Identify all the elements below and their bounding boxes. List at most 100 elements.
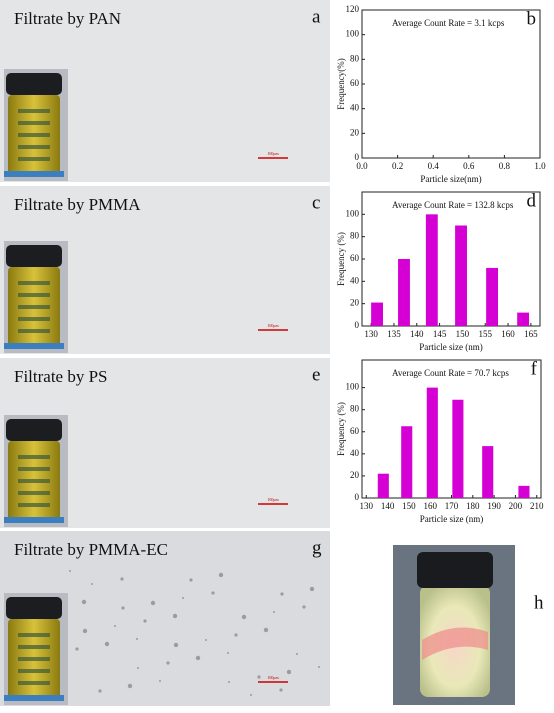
- speck: [159, 680, 161, 682]
- vial-stripe: [18, 681, 50, 685]
- x-tick-label: 150: [456, 329, 470, 339]
- vial-stripe: [18, 157, 50, 161]
- panel-letter: h: [534, 592, 544, 613]
- y-tick-label: 20: [350, 127, 360, 137]
- y-tick-label: 20: [350, 470, 360, 480]
- speck: [91, 583, 93, 585]
- vial-cap: [6, 73, 62, 95]
- vial-stripe: [18, 133, 50, 137]
- speck: [195, 655, 201, 661]
- panel-letter: a: [312, 6, 321, 27]
- speck: [172, 613, 178, 619]
- speck: [98, 689, 102, 693]
- y-tick-label: 60: [350, 78, 360, 88]
- speck: [279, 688, 283, 692]
- bar: [398, 259, 410, 326]
- y-tick-label: 0: [355, 492, 360, 502]
- speck: [227, 652, 229, 654]
- y-tick-label: 0: [355, 152, 360, 162]
- y-tick-label: 0: [355, 320, 360, 330]
- speck: [150, 600, 156, 606]
- vial-stripe: [18, 305, 50, 309]
- x-tick-label: 160: [501, 329, 515, 339]
- y-tick-label: 40: [350, 448, 360, 458]
- panel-title: Filtrate by PMMA-EC: [14, 540, 168, 559]
- vial-stripe: [18, 503, 50, 507]
- panel-letter: c: [312, 192, 320, 213]
- y-tick-label: 60: [350, 426, 360, 436]
- vial-cap: [6, 419, 62, 441]
- x-tick-label: 140: [381, 501, 395, 511]
- speck: [127, 683, 133, 689]
- x-tick-label: 135: [387, 329, 401, 339]
- bar: [452, 399, 464, 498]
- y-axis-label: Frequency (%): [336, 402, 346, 456]
- panel-title: Filtrate by PMMA: [14, 195, 141, 214]
- speck: [241, 614, 247, 620]
- speck: [228, 681, 230, 683]
- bar: [425, 214, 438, 326]
- x-tick-label: 0.6: [463, 161, 475, 171]
- x-axis-label: Particle size (nm): [420, 514, 483, 524]
- vial-base: [4, 517, 64, 523]
- vial-base: [4, 171, 64, 177]
- y-tick-label: 100: [346, 208, 360, 218]
- vial-stripe: [18, 657, 50, 661]
- speck: [136, 638, 138, 640]
- panel-letter: g: [312, 537, 322, 558]
- speck: [137, 667, 139, 669]
- speck: [189, 578, 193, 582]
- y-tick-label: 80: [350, 231, 360, 241]
- speck: [302, 605, 306, 609]
- y-tick-label: 80: [350, 404, 360, 414]
- vial-cap: [6, 245, 62, 267]
- panel-title: Filtrate by PS: [14, 367, 108, 386]
- bar: [486, 267, 499, 326]
- x-tick-label: 190: [487, 501, 501, 511]
- x-tick-label: 130: [360, 501, 374, 511]
- vial-cap: [6, 597, 62, 619]
- x-tick-label: 1.0: [534, 161, 546, 171]
- panel-letter: e: [312, 364, 320, 385]
- bar: [482, 446, 494, 498]
- vial-stripe: [18, 293, 50, 297]
- x-axis-label: Particle size (nm): [419, 342, 482, 352]
- y-tick-label: 100: [346, 382, 360, 392]
- speck: [104, 641, 110, 647]
- speck: [143, 619, 147, 623]
- vial-stripe: [18, 467, 50, 471]
- vial-stripe: [18, 145, 50, 149]
- vial-stripe: [18, 317, 50, 321]
- speck: [182, 597, 184, 599]
- y-tick-label: 100: [346, 29, 360, 39]
- bar: [426, 387, 438, 498]
- speck: [257, 675, 261, 679]
- bar: [518, 485, 530, 498]
- x-tick-label: 0.4: [428, 161, 440, 171]
- x-tick-label: 160: [423, 501, 437, 511]
- y-tick-label: 20: [350, 298, 360, 308]
- plot-frame: [361, 9, 541, 159]
- annotation: Average Count Rate = 70.7 kcps: [392, 368, 509, 378]
- speck: [280, 592, 284, 596]
- scale-label: 100μm: [267, 151, 279, 156]
- vial-stripe: [18, 491, 50, 495]
- panel-letter: f: [531, 358, 538, 379]
- y-tick-label: 120: [346, 4, 360, 14]
- vial-stripe: [18, 121, 50, 125]
- speck: [296, 653, 298, 655]
- vial-stripe: [18, 669, 50, 673]
- y-axis-label: Frequency(%): [336, 58, 346, 109]
- x-axis-label: Particle size(nm): [420, 174, 481, 184]
- speck: [234, 633, 238, 637]
- speck: [318, 666, 320, 668]
- y-tick-label: 40: [350, 103, 360, 113]
- x-tick-label: 170: [445, 501, 459, 511]
- speck: [121, 606, 125, 610]
- scale-label: 100μm: [267, 675, 279, 680]
- scale-label: 100μm: [267, 323, 279, 328]
- speck: [173, 642, 179, 648]
- speck: [205, 639, 207, 641]
- bar: [517, 312, 530, 326]
